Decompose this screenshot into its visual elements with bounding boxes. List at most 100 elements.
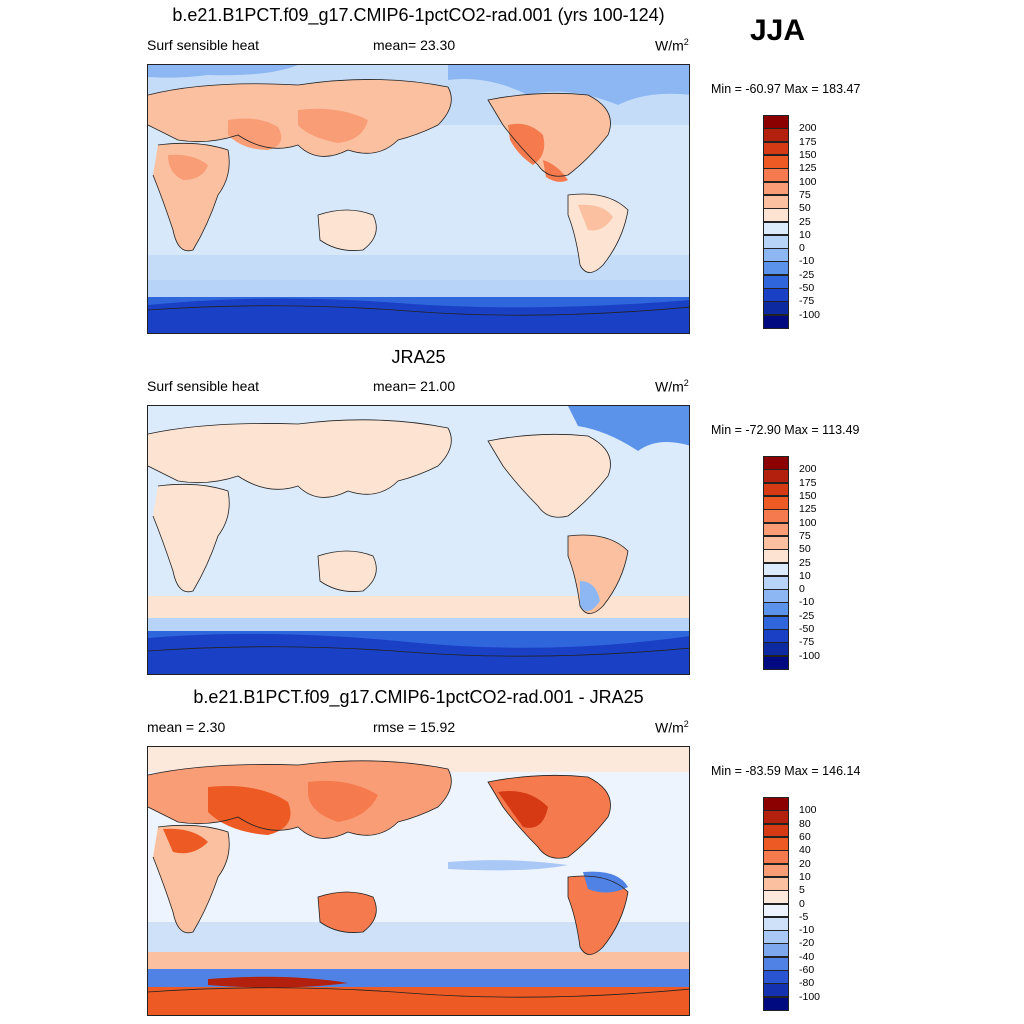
colorbar-swatch xyxy=(763,509,789,524)
colorbar-swatch xyxy=(763,890,789,904)
colorbar-label: -100 xyxy=(799,649,821,662)
panel-2-units: W/m2 xyxy=(655,378,689,395)
colorbar-label: 100 xyxy=(799,175,817,188)
colorbar-swatch xyxy=(763,234,789,249)
colorbar-label: 10 xyxy=(799,870,811,883)
colorbar-label: -50 xyxy=(799,282,815,295)
colorbar-swatch xyxy=(763,916,789,931)
colorbar-swatch xyxy=(763,194,789,209)
colorbar-label: -25 xyxy=(799,268,815,281)
colorbar-label: -40 xyxy=(799,950,815,963)
colorbar-label: 10 xyxy=(799,228,811,241)
panel-3-colorbar: 100 80 60 40 20 10 5 0 -5 -10 -20 -40 -60 -80 -100 xyxy=(763,797,820,1011)
colorbar-swatch xyxy=(763,562,789,577)
colorbar-swatch xyxy=(763,314,789,329)
colorbar-swatch xyxy=(763,996,789,1011)
colorbar-label: -100 xyxy=(799,990,821,1003)
colorbar-label: 20 xyxy=(799,857,811,870)
colorbar-swatch xyxy=(763,850,789,865)
colorbar-swatch xyxy=(763,469,789,484)
panel-3-title: b.e21.B1PCT.f09_g17.CMIP6-1pctCO2-rad.00… xyxy=(193,687,644,707)
colorbar-swatch xyxy=(763,261,789,276)
colorbar-label: -10 xyxy=(799,924,815,937)
colorbar-label: -75 xyxy=(799,636,815,649)
colorbar-swatch xyxy=(763,655,789,670)
colorbar-label: 100 xyxy=(799,804,817,817)
colorbar-swatch xyxy=(763,288,789,302)
colorbar-label: 125 xyxy=(799,162,817,175)
colorbar-swatch xyxy=(763,629,789,643)
colorbar-swatch xyxy=(763,602,789,617)
colorbar-label: 25 xyxy=(799,556,811,569)
colorbar-swatch xyxy=(763,208,789,222)
colorbar-label: 150 xyxy=(799,489,817,502)
colorbar-swatch xyxy=(763,642,789,657)
colorbar-label: -80 xyxy=(799,977,815,990)
colorbar-label: 50 xyxy=(799,202,811,215)
colorbar-swatch xyxy=(763,301,789,316)
panel-3-rmse-label: rmse = 15.92 xyxy=(373,719,456,735)
colorbar-label: 175 xyxy=(799,476,817,489)
colorbar-label: 60 xyxy=(799,830,811,843)
colorbar-label: -100 xyxy=(799,308,821,321)
panel-3-map xyxy=(147,746,690,1016)
season-label: JJA xyxy=(750,14,806,47)
colorbar-label: 25 xyxy=(799,215,811,228)
colorbar-label: 175 xyxy=(799,135,817,148)
panel-2-title: JRA25 xyxy=(391,347,446,367)
panel-1-minmax: Min = -60.97 Max = 183.47 xyxy=(711,82,861,96)
colorbar-swatch xyxy=(763,983,789,998)
panel-1-colorbar: 200 175 150 125 100 75 50 25 10 0 -10 -25 -50 -75 -100 xyxy=(763,115,820,329)
colorbar-label: 200 xyxy=(799,463,817,476)
colorbar-swatch xyxy=(763,274,789,289)
colorbar-label: 40 xyxy=(799,844,811,857)
panel-1-variable-label: Surf sensible heat xyxy=(147,37,260,53)
colorbar-swatch xyxy=(763,115,789,129)
colorbar-swatch xyxy=(763,168,789,183)
colorbar-swatch xyxy=(763,930,789,944)
panel-2-map xyxy=(147,405,690,675)
colorbar-label: 80 xyxy=(799,817,811,830)
colorbar-swatch xyxy=(763,810,789,825)
panel-1-title: b.e21.B1PCT.f09_g17.CMIP6-1pctCO2-rad.00… xyxy=(172,5,665,25)
colorbar-label: 50 xyxy=(799,543,811,556)
colorbar-swatch xyxy=(763,248,789,262)
panel-2-minmax: Min = -72.90 Max = 113.49 xyxy=(711,423,860,437)
colorbar-swatch xyxy=(763,482,789,497)
colorbar-label: -25 xyxy=(799,609,815,622)
colorbar-label: 0 xyxy=(799,583,805,596)
colorbar-swatch xyxy=(763,522,789,537)
colorbar-swatch xyxy=(763,141,789,156)
panel-1-units: W/m2 xyxy=(655,37,689,54)
colorbar-label: 100 xyxy=(799,516,817,529)
colorbar-swatch xyxy=(763,876,789,891)
colorbar-swatch xyxy=(763,535,789,550)
colorbar-swatch xyxy=(763,903,789,918)
colorbar-swatch xyxy=(763,836,789,851)
colorbar-label: -5 xyxy=(799,910,809,923)
colorbar-swatch xyxy=(763,970,789,984)
colorbar-label: -10 xyxy=(799,596,815,609)
panel-3-units: W/m2 xyxy=(655,719,689,736)
panel-1-mean-label: mean= 23.30 xyxy=(373,37,456,53)
colorbar-label: 200 xyxy=(799,122,817,135)
panel-3-mean-label: mean = 2.30 xyxy=(147,719,226,735)
colorbar-swatch xyxy=(763,181,789,196)
colorbar-swatch xyxy=(763,154,789,169)
colorbar-swatch xyxy=(763,863,789,878)
colorbar-label: -20 xyxy=(799,937,815,950)
colorbar-label: 75 xyxy=(799,188,811,201)
panel-1-map xyxy=(147,64,690,334)
colorbar-swatch xyxy=(763,589,789,603)
colorbar-swatch xyxy=(763,549,789,563)
colorbar-swatch xyxy=(763,956,789,971)
colorbar-swatch xyxy=(763,221,789,236)
colorbar-swatch xyxy=(763,615,789,630)
colorbar-swatch xyxy=(763,823,789,838)
panel-2-mean-label: mean= 21.00 xyxy=(373,378,456,394)
colorbar-swatch xyxy=(763,943,789,958)
colorbar-label: 0 xyxy=(799,242,805,255)
colorbar-label: 10 xyxy=(799,569,811,582)
colorbar-label: -75 xyxy=(799,295,815,308)
panel-2-colorbar: 200 175 150 125 100 75 50 25 10 0 -10 -25 -50 -75 -100 xyxy=(763,456,820,670)
